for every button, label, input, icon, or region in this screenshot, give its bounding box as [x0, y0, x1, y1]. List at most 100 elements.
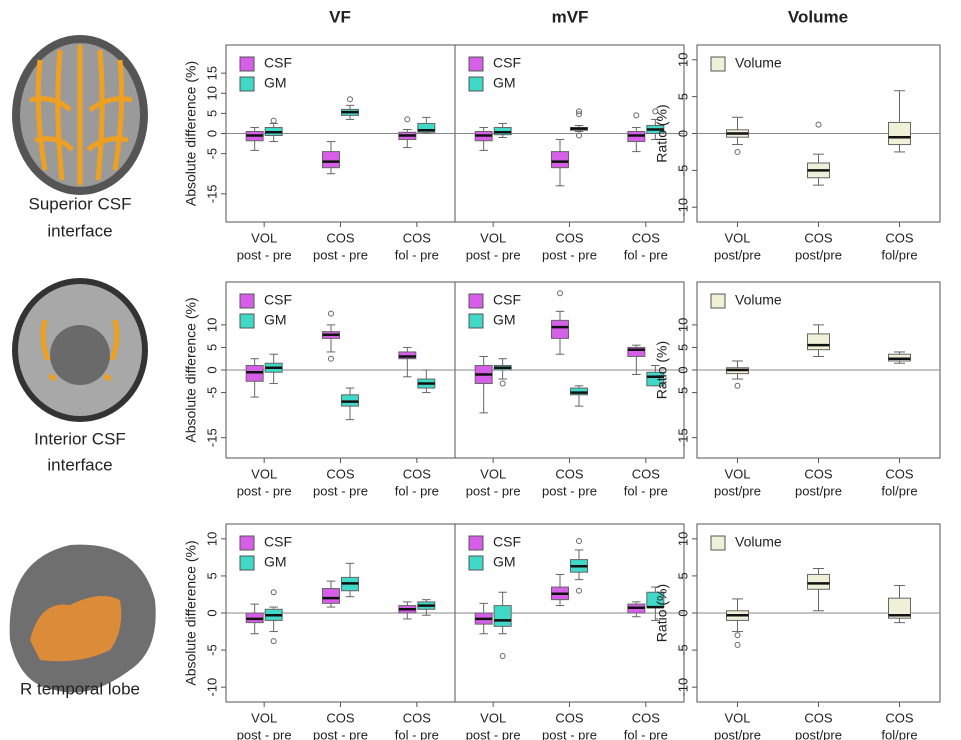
y-tick-label: 5: [675, 572, 690, 579]
legend-swatch: [239, 76, 255, 92]
legend-label: GM: [493, 312, 516, 328]
x-tick-label: COS: [555, 466, 584, 481]
x-tick-label: post/pre: [795, 483, 842, 498]
x-tick-label: fol - pre: [395, 727, 439, 740]
y-tick-label: -10: [675, 678, 690, 697]
y-tick-label: -15: [675, 428, 690, 447]
x-tick-label: VOL: [480, 466, 506, 481]
x-tick-label: post - pre: [466, 727, 521, 740]
outlier: [328, 355, 334, 362]
x-tick-label: VOL: [251, 710, 277, 725]
x-tick-label: post/pre: [714, 483, 761, 498]
legend-label: GM: [264, 312, 287, 328]
legend-swatch: [710, 56, 726, 72]
y-tick-label: -5: [675, 165, 690, 177]
y-tick-label: -5: [675, 644, 690, 656]
box: [417, 122, 436, 133]
x-tick-label: fol - pre: [624, 247, 668, 262]
outlier: [576, 111, 582, 118]
y-tick-label: 10: [204, 532, 219, 546]
y-tick-label: 0: [204, 609, 219, 616]
column-title: mVF: [552, 7, 589, 26]
y-tick-label: 0: [675, 609, 690, 616]
brain-image: [12, 278, 148, 422]
y-tick-label: 10: [204, 86, 219, 100]
x-tick-label: post/pre: [795, 727, 842, 740]
y-tick-label: -5: [204, 148, 219, 160]
y-axis-label: Ratio (%): [654, 341, 670, 399]
legend-swatch: [239, 555, 255, 571]
box: [888, 597, 911, 619]
y-tick-label: -5: [675, 387, 690, 399]
y-tick-label: 5: [204, 572, 219, 579]
y-tick-label: -10: [675, 198, 690, 217]
outlier: [734, 148, 741, 155]
x-tick-label: fol - pre: [624, 483, 668, 498]
brain-image: [12, 35, 148, 195]
outlier: [270, 117, 277, 124]
x-tick-label: COS: [555, 710, 584, 725]
legend-swatch: [239, 535, 255, 551]
outlier: [576, 587, 582, 594]
outlier: [499, 653, 506, 660]
x-tick-label: VOL: [724, 230, 750, 245]
x-tick-label: COS: [804, 710, 833, 725]
x-tick-label: fol/pre: [881, 727, 917, 740]
x-tick-label: fol - pre: [624, 727, 668, 740]
y-tick-label: 10: [675, 53, 690, 67]
legend-swatch: [468, 555, 484, 571]
y-axis-label: Ratio (%): [654, 584, 670, 642]
legend-label: CSF: [493, 55, 521, 71]
x-tick-label: fol/pre: [881, 247, 917, 262]
row-label: interface: [47, 221, 112, 240]
outlier: [734, 641, 741, 648]
legend-swatch: [710, 535, 726, 551]
legend-label: GM: [493, 75, 516, 91]
legend-swatch: [468, 313, 484, 329]
legend-label: CSF: [493, 534, 521, 550]
y-tick-label: 5: [204, 110, 219, 117]
x-tick-label: VOL: [724, 710, 750, 725]
x-tick-label: VOL: [251, 466, 277, 481]
x-tick-label: post - pre: [237, 483, 292, 498]
outlier: [734, 632, 741, 639]
outlier: [576, 132, 582, 139]
legend-swatch: [468, 56, 484, 72]
outlier: [328, 310, 334, 317]
y-tick-label: 0: [675, 366, 690, 373]
legend-label: GM: [264, 75, 287, 91]
x-tick-label: COS: [885, 230, 914, 245]
y-tick-label: 5: [204, 344, 219, 351]
y-tick-label: 0: [204, 130, 219, 137]
box: [888, 121, 911, 146]
legend-label: Volume: [735, 292, 782, 308]
y-tick-label: 10: [675, 532, 690, 546]
x-tick-label: COS: [403, 710, 432, 725]
x-tick-label: COS: [885, 466, 914, 481]
brain-image: [9, 544, 156, 693]
outlier: [270, 638, 277, 645]
x-tick-label: post/pre: [795, 247, 842, 262]
x-tick-label: VOL: [251, 230, 277, 245]
y-tick-label: 5: [675, 93, 690, 100]
x-tick-label: COS: [632, 710, 661, 725]
y-axis-label: Absolute difference (%): [183, 61, 199, 206]
x-tick-label: COS: [632, 230, 661, 245]
outlier: [404, 116, 411, 123]
y-tick-label: -10: [204, 678, 219, 697]
outlier: [652, 108, 659, 115]
x-tick-label: VOL: [724, 466, 750, 481]
x-tick-label: post - pre: [466, 483, 521, 498]
legend-label: CSF: [264, 55, 292, 71]
column-title: VF: [329, 7, 351, 26]
outlier: [815, 121, 822, 128]
row-label: Superior CSF: [29, 194, 132, 213]
x-tick-label: VOL: [480, 230, 506, 245]
box: [807, 333, 830, 351]
row-label: interface: [47, 455, 112, 474]
y-tick-label: -5: [204, 644, 219, 656]
outlier: [576, 538, 582, 545]
x-tick-label: post - pre: [313, 727, 368, 740]
column-title: Volume: [788, 7, 848, 26]
